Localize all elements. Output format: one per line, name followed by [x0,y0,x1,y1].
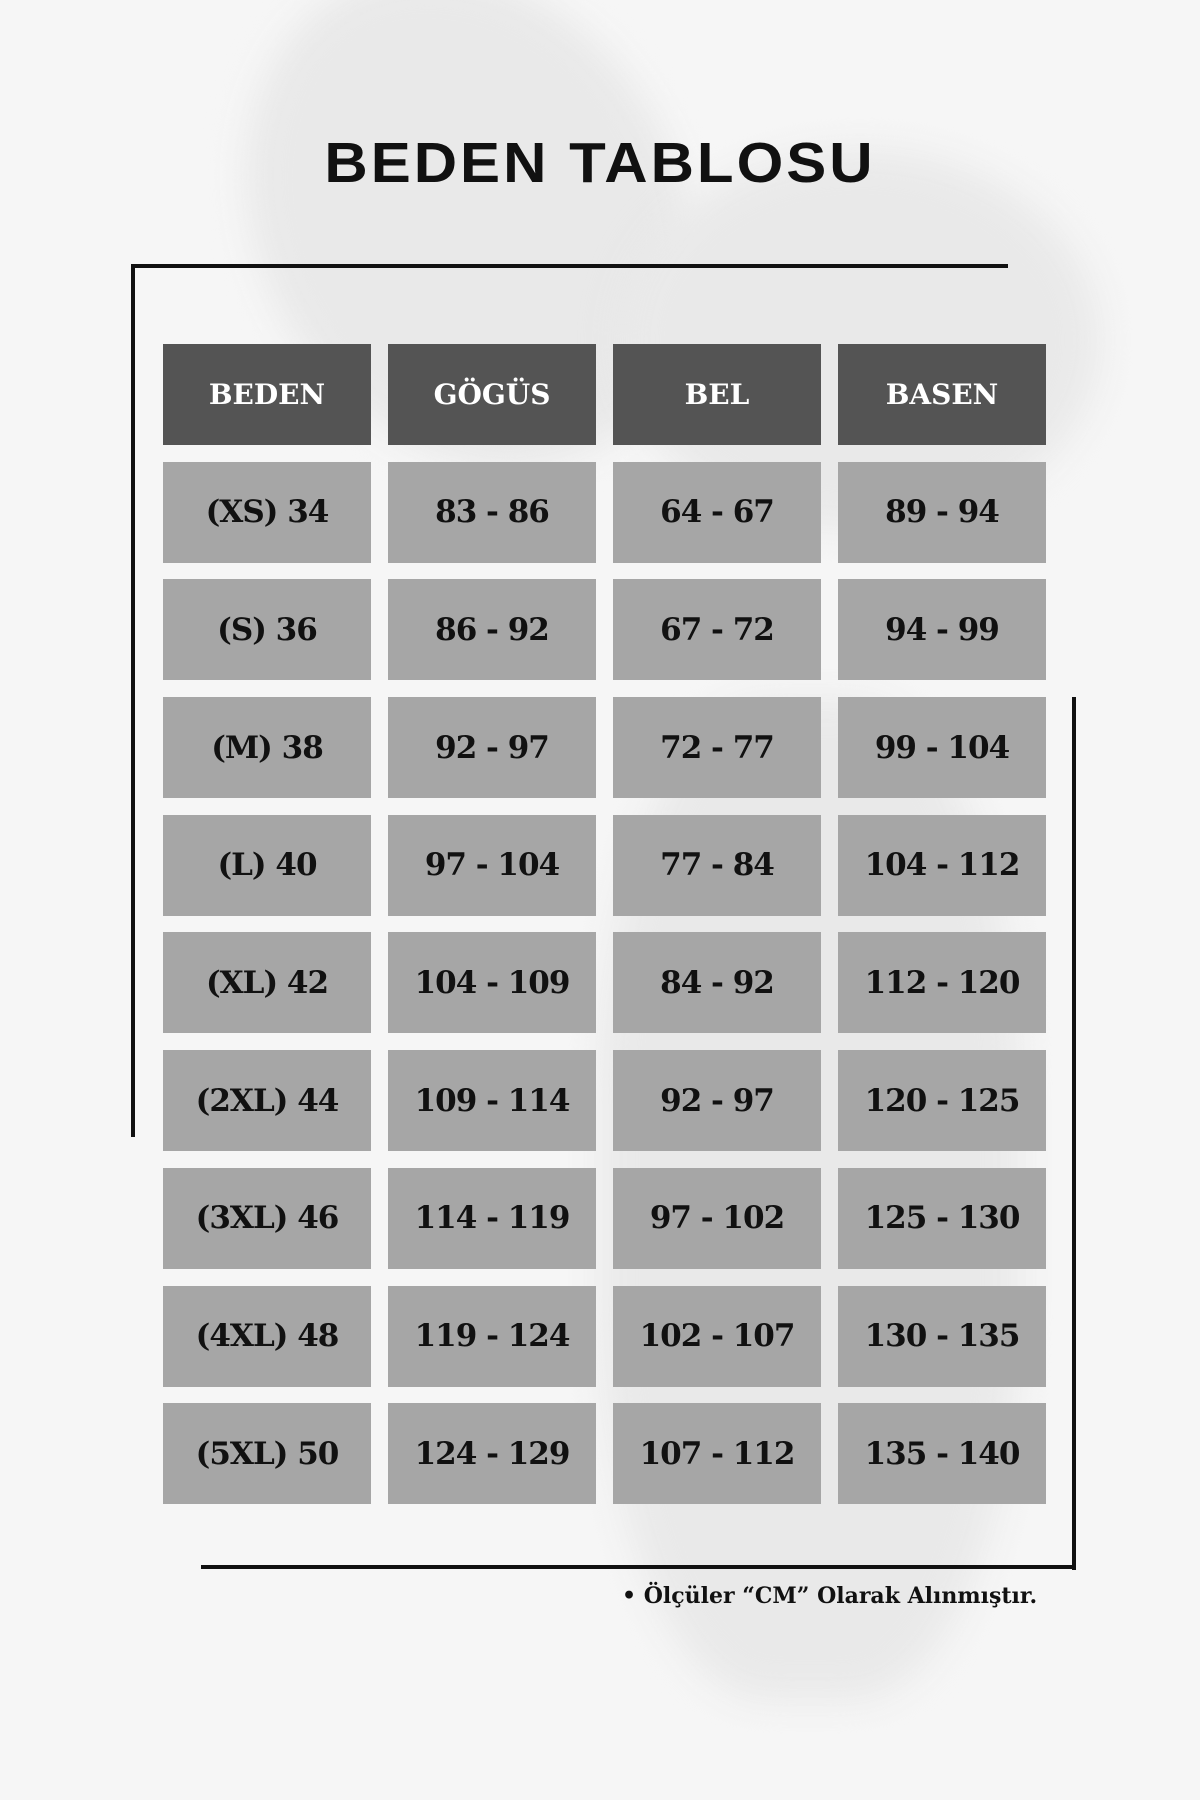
frame-right-line [1072,697,1076,1570]
cell-gogus: 109 - 114 [388,1050,596,1152]
header-basen: BASEN [838,344,1046,445]
cell-gogus: 124 - 129 [388,1403,596,1505]
cell-beden: (L) 40 [163,814,371,916]
cell-gogus: 114 - 119 [388,1167,596,1269]
cell-basen: 125 - 130 [838,1167,1046,1269]
cell-gogus: 97 - 104 [388,814,596,916]
cell-bel: 92 - 97 [613,1050,821,1152]
cell-bel: 102 - 107 [613,1285,821,1387]
cell-gogus: 92 - 97 [388,697,596,799]
page-title: BEDEN TABLOSU [324,130,876,195]
cell-beden: (XL) 42 [163,932,371,1034]
cell-beden: (3XL) 46 [163,1167,371,1269]
measurement-note: • Ölçüler “CM” Olarak Alınmıştır. [622,1583,1038,1609]
cell-beden: (2XL) 44 [163,1050,371,1152]
cell-bel: 77 - 84 [613,814,821,916]
cell-bel: 107 - 112 [613,1403,821,1505]
cell-gogus: 86 - 92 [388,579,596,681]
cell-basen: 99 - 104 [838,697,1046,799]
cell-beden: (5XL) 50 [163,1403,371,1505]
frame-bottom-line [201,1565,1076,1569]
cell-basen: 112 - 120 [838,932,1046,1034]
header-bel: BEL [613,344,821,445]
cell-basen: 89 - 94 [838,461,1046,563]
cell-basen: 94 - 99 [838,579,1046,681]
cell-beden: (S) 36 [163,579,371,681]
cell-bel: 97 - 102 [613,1167,821,1269]
cell-gogus: 104 - 109 [388,932,596,1034]
cell-basen: 130 - 135 [838,1285,1046,1387]
frame-top-line [134,264,1008,268]
cell-beden: (M) 38 [163,697,371,799]
cell-beden: (4XL) 48 [163,1285,371,1387]
cell-bel: 64 - 67 [613,461,821,563]
cell-basen: 120 - 125 [838,1050,1046,1152]
cell-beden: (XS) 34 [163,461,371,563]
size-table: BEDEN GÖGÜS BEL BASEN (XS) 34 83 - 86 64 - 67 8… [163,344,1046,1505]
cell-basen: 104 - 112 [838,814,1046,916]
cell-bel: 67 - 72 [613,579,821,681]
cell-gogus: 119 - 124 [388,1285,596,1387]
cell-gogus: 83 - 86 [388,461,596,563]
cell-basen: 135 - 140 [838,1403,1046,1505]
cell-bel: 84 - 92 [613,932,821,1034]
cell-bel: 72 - 77 [613,697,821,799]
header-gogus: GÖGÜS [388,344,596,445]
frame-left-line [131,264,135,1137]
header-beden: BEDEN [163,344,371,445]
